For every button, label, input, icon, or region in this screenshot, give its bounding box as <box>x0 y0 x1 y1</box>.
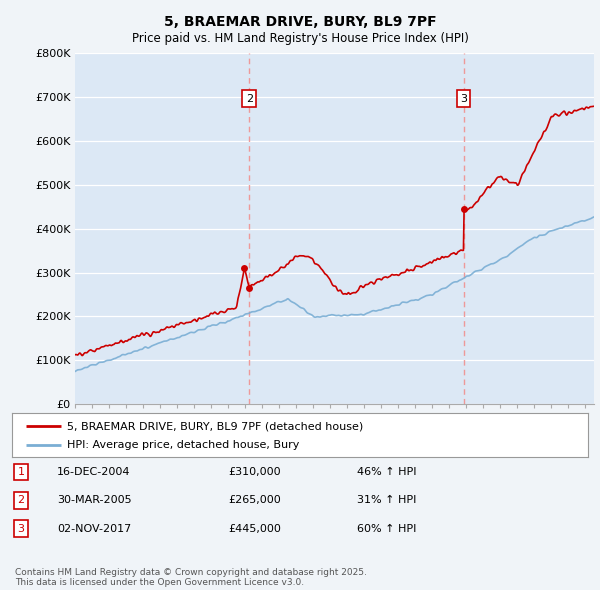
Text: 3: 3 <box>17 524 25 533</box>
Text: £265,000: £265,000 <box>228 496 281 505</box>
Text: 31% ↑ HPI: 31% ↑ HPI <box>357 496 416 505</box>
Text: 3: 3 <box>460 94 467 104</box>
Text: £310,000: £310,000 <box>228 467 281 477</box>
Text: 30-MAR-2005: 30-MAR-2005 <box>57 496 131 505</box>
Text: HPI: Average price, detached house, Bury: HPI: Average price, detached house, Bury <box>67 440 299 450</box>
Text: 16-DEC-2004: 16-DEC-2004 <box>57 467 131 477</box>
Text: 60% ↑ HPI: 60% ↑ HPI <box>357 524 416 533</box>
Text: £445,000: £445,000 <box>228 524 281 533</box>
Text: Contains HM Land Registry data © Crown copyright and database right 2025.
This d: Contains HM Land Registry data © Crown c… <box>15 568 367 587</box>
Text: 5, BRAEMAR DRIVE, BURY, BL9 7PF (detached house): 5, BRAEMAR DRIVE, BURY, BL9 7PF (detache… <box>67 421 363 431</box>
Text: Price paid vs. HM Land Registry's House Price Index (HPI): Price paid vs. HM Land Registry's House … <box>131 32 469 45</box>
Text: 1: 1 <box>17 467 25 477</box>
Text: 2: 2 <box>17 496 25 505</box>
Text: 5, BRAEMAR DRIVE, BURY, BL9 7PF: 5, BRAEMAR DRIVE, BURY, BL9 7PF <box>164 15 436 29</box>
Text: 02-NOV-2017: 02-NOV-2017 <box>57 524 131 533</box>
Text: 46% ↑ HPI: 46% ↑ HPI <box>357 467 416 477</box>
Text: 2: 2 <box>245 94 253 104</box>
